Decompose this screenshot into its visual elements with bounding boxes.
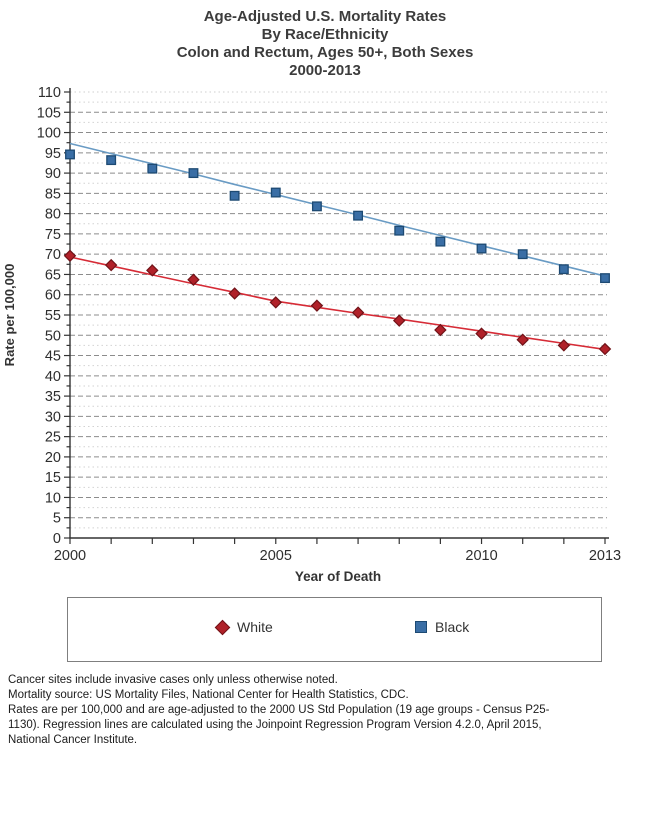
y-tick-label: 55	[45, 308, 61, 324]
legend-item-black: Black	[415, 619, 469, 635]
legend-label-black: Black	[435, 619, 470, 635]
y-tick-label: 85	[45, 186, 61, 202]
gridlines-major	[70, 111, 607, 519]
y-tick-label: 45	[45, 349, 61, 365]
chart-canvas: 0 5 10 15 20 25 30 35 40 45 50 55 60 65 70 75 80 85 90 95 10…	[2, 85, 621, 584]
marker-white-2009	[434, 323, 447, 337]
marker-white-2000	[63, 249, 77, 263]
marker-black-2008	[394, 225, 405, 236]
x-axis-label: Year of Death	[295, 569, 381, 584]
marker-white-2002	[146, 264, 159, 277]
marker-white-2011	[516, 333, 529, 346]
marker-black-2001	[106, 155, 117, 166]
y-axis-tick-labels: 0 5 10 15 20 25 30 35 40 45 50 55 60 65 70 75 80 85 90 95 10…	[37, 85, 61, 547]
y-tick-label: 105	[37, 105, 61, 121]
y-tick-label: 95	[45, 146, 61, 162]
marker-black-2006	[311, 201, 322, 212]
y-tick-label: 25	[45, 430, 61, 446]
y-tick-label: 65	[45, 267, 61, 283]
y-tick-label: 30	[45, 409, 61, 425]
y-tick-label: 20	[45, 450, 61, 466]
marker-black-2009	[435, 236, 446, 247]
y-tick-label: 10	[45, 490, 61, 506]
footnotes: Cancer sites include invasive cases only…	[8, 673, 650, 748]
series-black	[65, 142, 610, 284]
white-series-diamond-icon	[214, 619, 231, 635]
marker-black-2010	[476, 243, 487, 254]
y-tick-label: 110	[38, 85, 61, 101]
marker-black-2002	[147, 163, 158, 174]
footnote-line: 1130). Regression lines are calculated u…	[8, 719, 542, 731]
marker-white-2004	[228, 287, 241, 300]
chart-title-line-3: Colon and Rectum, Ages 50+, Both Sexes	[176, 44, 474, 61]
marker-black-2007	[353, 210, 364, 221]
y-tick-label: 100	[37, 126, 61, 142]
marker-black-2004	[229, 190, 240, 201]
y-tick-label: 35	[45, 389, 61, 405]
marker-white-2012	[557, 339, 571, 352]
y-axis-ticks	[64, 91, 70, 539]
marker-black-2011	[517, 249, 528, 260]
trend-line-white	[69, 256, 606, 351]
marker-white-2008	[392, 314, 406, 327]
x-axis-ticks	[69, 538, 606, 544]
footnote-line: Cancer sites include invasive cases only…	[8, 674, 338, 686]
marker-white-2001	[104, 258, 118, 272]
y-tick-label: 15	[45, 470, 61, 486]
y-axis-label: Rate per 100,000	[2, 264, 17, 367]
trend-line-black	[69, 142, 606, 277]
legend-item-white: White	[214, 619, 273, 635]
y-tick-label: 50	[45, 328, 61, 344]
x-tick-label: 2010	[465, 548, 497, 564]
footnote-line: Rates are per 100,000 and are age-adjust…	[8, 704, 550, 716]
marker-black-2013	[600, 273, 610, 284]
footnote-line: Mortality source: US Mortality Files, Na…	[8, 689, 409, 701]
marker-white-2007	[351, 306, 365, 319]
chart-title-line-1: Age-Adjusted U.S. Mortality Rates	[203, 8, 447, 25]
marker-white-2003	[187, 273, 200, 286]
chart-title-line-4: 2000-2013	[289, 62, 361, 79]
y-tick-label: 60	[45, 288, 61, 304]
x-tick-label: 2005	[260, 548, 292, 564]
y-tick-label: 0	[53, 531, 61, 547]
marker-black-2003	[188, 168, 199, 179]
legend-label-white: White	[237, 619, 273, 635]
marker-white-2010	[475, 327, 488, 340]
chart-title: Age-Adjusted U.S. Mortality Rates By Rac…	[0, 8, 650, 80]
y-tick-label: 70	[45, 247, 61, 263]
marker-white-2006	[310, 299, 324, 312]
x-tick-label: 2000	[54, 548, 86, 564]
marker-white-2013	[598, 342, 612, 356]
axes	[69, 88, 609, 539]
y-tick-label: 75	[45, 227, 61, 243]
black-series-square-icon	[415, 621, 427, 633]
marker-black-2012	[558, 264, 569, 275]
x-axis-tick-labels: 2000 2005 2010 2013	[54, 548, 621, 564]
chart-title-line-2: By Race/Ethnicity	[261, 26, 389, 43]
marker-black-2005	[270, 187, 281, 198]
y-tick-label: 5	[53, 511, 61, 527]
footnote-line: National Cancer Institute.	[8, 734, 138, 746]
marker-white-2005	[269, 296, 283, 309]
y-tick-label: 90	[45, 166, 61, 182]
y-tick-label: 80	[45, 207, 61, 223]
marker-black-2000	[65, 149, 75, 160]
x-tick-label: 2013	[589, 548, 621, 564]
legend-box: White Black	[67, 597, 602, 662]
series-white	[63, 249, 612, 356]
y-tick-label: 40	[45, 369, 61, 385]
